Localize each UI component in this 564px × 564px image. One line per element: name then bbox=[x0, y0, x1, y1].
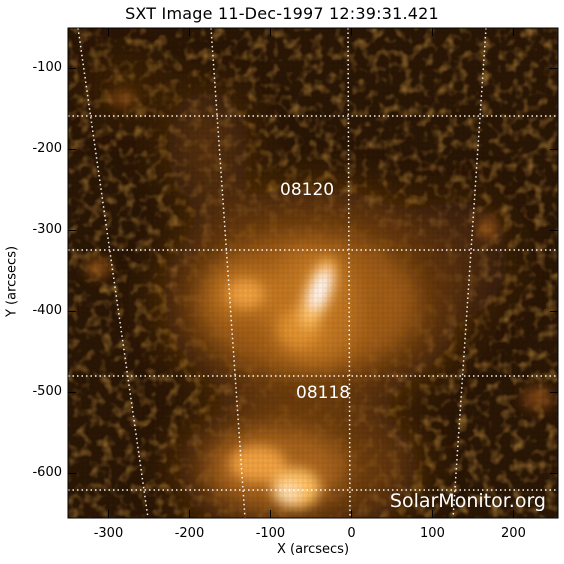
y-tick-label: -300 bbox=[32, 222, 62, 238]
region-label-08118: 08118 bbox=[296, 383, 351, 403]
y-tick-label: -500 bbox=[32, 384, 62, 400]
y-tick-label: -400 bbox=[32, 303, 62, 319]
x-axis-label: X (arcsecs) bbox=[276, 542, 350, 557]
x-tick-label: -200 bbox=[174, 526, 205, 541]
x-tick-label: -300 bbox=[93, 526, 124, 541]
region-label-08120: 08120 bbox=[280, 180, 335, 200]
x-tick-label: 0 bbox=[347, 526, 356, 541]
plot-title: SXT Image 11-Dec-1997 12:39:31.421 bbox=[125, 4, 439, 23]
sxt-image bbox=[68, 28, 558, 518]
solar-image-panel: 08120 08118 SolarMonitor.org bbox=[68, 28, 558, 518]
x-tick-label: 100 bbox=[420, 526, 445, 541]
pixel-grid bbox=[68, 28, 558, 518]
watermark: SolarMonitor.org bbox=[389, 490, 546, 512]
y-axis-label: Y (arcsecs) bbox=[4, 245, 20, 318]
x-tick-label: 200 bbox=[501, 526, 526, 541]
y-tick-label: -600 bbox=[32, 465, 62, 481]
y-tick-label: -100 bbox=[32, 60, 62, 76]
x-tick-label: -100 bbox=[255, 526, 286, 541]
y-tick-label: -200 bbox=[32, 141, 62, 157]
